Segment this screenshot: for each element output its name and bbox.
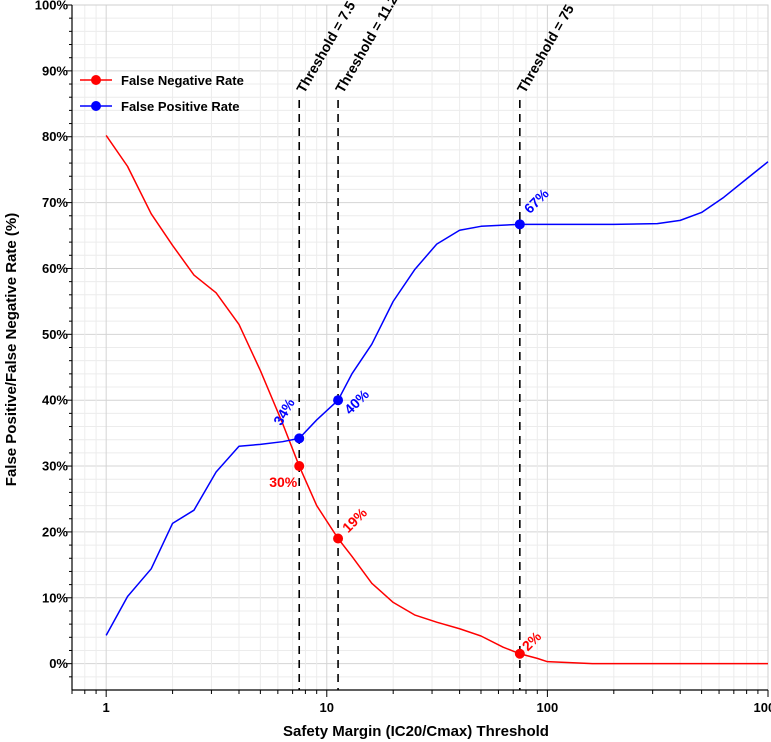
y-tick-label: 60% — [42, 261, 68, 276]
y-tick-label: 50% — [42, 327, 68, 342]
y-axis-title: False Positive/False Negative Rate (%) — [3, 213, 20, 486]
y-tick-label: 90% — [42, 63, 68, 78]
legend-entry: False Positive Rate — [121, 99, 240, 114]
y-tick-label: 20% — [42, 524, 68, 539]
data-point-marker — [333, 533, 344, 544]
axes: 1 10 100 1000 0% 10% 20% 30% 40% 50% 60% 70% 80% 90% 1… — [35, 0, 771, 715]
y-tick-label: 10% — [42, 590, 68, 605]
data-point-marker — [514, 219, 525, 230]
data-point-marker — [333, 395, 344, 406]
x-tick-label: 1000 — [754, 700, 771, 715]
legend-marker — [91, 101, 101, 111]
data-point-marker — [294, 433, 305, 444]
y-tick-label: 40% — [42, 393, 68, 408]
x-tick-label: 100 — [537, 700, 559, 715]
data-point-marker — [514, 648, 525, 659]
series-line — [105, 161, 769, 636]
y-tick-label: 70% — [42, 195, 68, 210]
y-tick-label: 100% — [35, 0, 69, 13]
y-tick-label: 30% — [42, 459, 68, 474]
x-tick-label: 1 — [103, 700, 110, 715]
legend-entry: False Negative Rate — [121, 73, 244, 88]
y-tick-label: 0% — [49, 656, 68, 671]
data-point-label: 30% — [269, 474, 298, 490]
data-point-marker — [294, 461, 305, 472]
legend-marker — [91, 75, 101, 85]
grid — [71, 4, 768, 690]
x-tick-label: 10 — [320, 700, 334, 715]
y-tick-label: 80% — [42, 129, 68, 144]
x-axis-title: Safety Margin (IC20/Cmax) Threshold — [283, 723, 549, 740]
legend: False Negative Rate False Positive Rate — [80, 73, 244, 114]
